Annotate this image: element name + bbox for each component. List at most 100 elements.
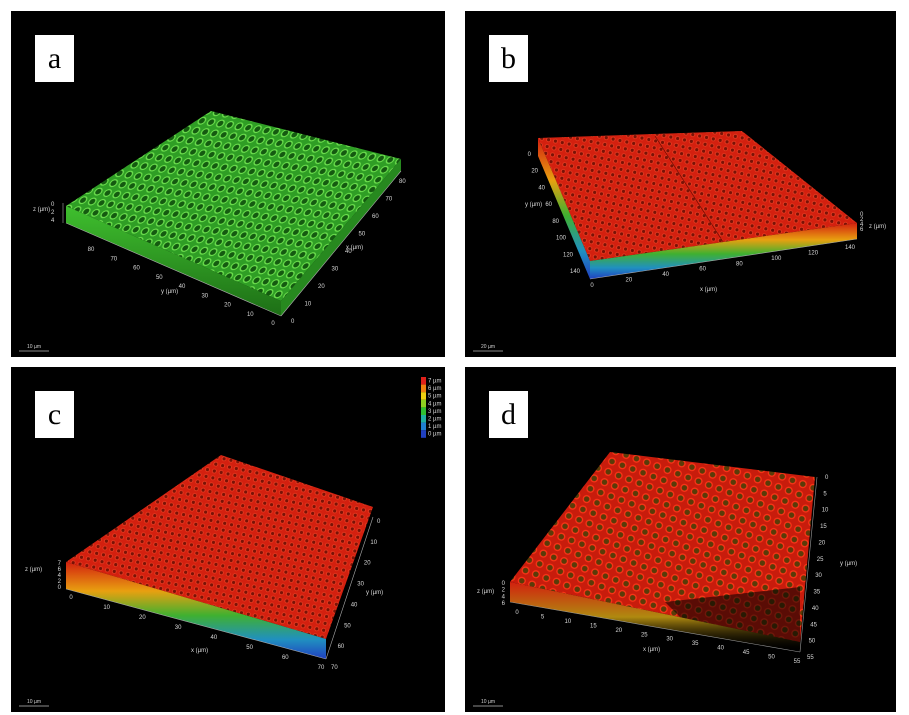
surface-side-left bbox=[66, 206, 281, 316]
x-axis-tick: 60 bbox=[372, 214, 379, 220]
x-axis-tick: 20 bbox=[318, 284, 325, 290]
y-axis-tick: 20 bbox=[364, 561, 371, 567]
y-axis-tick: 80 bbox=[88, 247, 95, 253]
x-axis-tick: 20 bbox=[139, 615, 146, 621]
x-axis-tick: 30 bbox=[332, 267, 339, 273]
z-axis-label: z (µm) bbox=[33, 207, 50, 213]
y-axis-tick: 30 bbox=[201, 293, 208, 299]
x-axis-tick: 70 bbox=[386, 197, 393, 203]
y-axis-tick: 60 bbox=[338, 644, 345, 650]
z-axis-tick: 0 bbox=[58, 585, 62, 591]
y-axis-tick: 40 bbox=[538, 185, 545, 191]
x-axis-label: x (µm) bbox=[191, 648, 208, 654]
z-axis-tick: 6 bbox=[860, 227, 864, 233]
y-axis-tick: 60 bbox=[545, 202, 552, 208]
x-axis-tick: 40 bbox=[717, 646, 724, 652]
y-axis-tick: 30 bbox=[815, 573, 822, 579]
legend-swatch bbox=[421, 415, 426, 423]
z-axis-tick: 4 bbox=[51, 218, 55, 224]
x-axis-tick: 40 bbox=[211, 635, 218, 641]
x-axis-tick: 30 bbox=[666, 637, 673, 643]
panel-b: 0 20 40 60 80 100 120 140 0 20 40 60 80 100 120 140 y … bbox=[465, 11, 896, 357]
z-axis-tick: 2 bbox=[502, 588, 506, 594]
y-axis-tick: 80 bbox=[552, 219, 559, 225]
legend-swatch bbox=[421, 399, 426, 408]
y-axis-tick: 40 bbox=[812, 606, 819, 612]
x-axis-tick: 50 bbox=[359, 232, 366, 238]
x-axis-tick: 5 bbox=[541, 615, 545, 621]
legend-swatch bbox=[421, 422, 426, 431]
y-axis-tick: 70 bbox=[110, 256, 117, 262]
x-axis-tick: 50 bbox=[246, 645, 253, 651]
y-axis-tick: 0 bbox=[528, 152, 532, 158]
y-axis-tick: 140 bbox=[570, 269, 581, 275]
x-axis-tick: 80 bbox=[736, 261, 743, 267]
y-axis-tick: 0 bbox=[825, 475, 829, 481]
surface-side-left bbox=[66, 562, 326, 659]
y-axis-tick: 60 bbox=[133, 266, 140, 272]
z-axis-tick: 0 bbox=[860, 212, 864, 218]
x-axis-tick: 15 bbox=[590, 623, 597, 629]
x-axis-tick: 120 bbox=[808, 250, 819, 256]
surface-side-left bbox=[538, 138, 590, 279]
x-axis-label: x (µm) bbox=[700, 287, 717, 293]
x-axis-label: x (µm) bbox=[346, 245, 363, 251]
y-axis-tick: 55 bbox=[807, 655, 814, 661]
legend-swatch bbox=[421, 430, 426, 438]
color-scale-legend: 7 µm6 µm 5 µm4 µm 3 µm 2 µm1 µm 0 µm bbox=[421, 377, 441, 438]
x-axis-tick: 20 bbox=[626, 278, 633, 284]
y-axis-tick: 5 bbox=[823, 491, 827, 497]
y-axis-tick: 30 bbox=[357, 582, 364, 588]
panel-a-surface-plot: 0 2 4 z (µm) 80 70 60 50 40 30 20 10 0 0 10 20 30 40… bbox=[19, 111, 406, 352]
legend-label: 3 µm bbox=[428, 409, 441, 415]
legend-label: 4 µm bbox=[428, 401, 441, 407]
x-axis-tick: 80 bbox=[399, 179, 406, 185]
y-axis-tick: 35 bbox=[814, 590, 821, 596]
x-axis-tick: 0 bbox=[69, 595, 73, 601]
x-axis-tick: 45 bbox=[743, 650, 750, 656]
x-axis-tick: 20 bbox=[615, 628, 622, 634]
y-axis-tick: 120 bbox=[563, 252, 574, 258]
x-axis-tick: 10 bbox=[305, 302, 312, 308]
surface-top bbox=[538, 131, 857, 261]
y-axis-tick: 20 bbox=[531, 169, 538, 175]
scalebar-label: 20 µm bbox=[481, 344, 495, 350]
legend-swatch bbox=[421, 384, 426, 393]
y-axis-tick: 20 bbox=[224, 303, 231, 309]
surface-side-left bbox=[510, 582, 800, 652]
x-axis-tick: 0 bbox=[515, 610, 519, 616]
x-axis-tick: 40 bbox=[345, 249, 352, 255]
y-axis-label: y (µm) bbox=[366, 590, 383, 596]
x-axis-tick: 50 bbox=[768, 655, 775, 661]
x-axis-tick: 60 bbox=[699, 267, 706, 273]
y-axis-tick: 40 bbox=[351, 602, 358, 608]
y-axis-tick: 50 bbox=[156, 275, 163, 281]
y-axis-tick: 10 bbox=[370, 540, 377, 546]
x-axis-tick: 10 bbox=[565, 619, 572, 625]
y-axis-label: y (µm) bbox=[840, 561, 857, 567]
x-axis-tick: 55 bbox=[794, 659, 801, 665]
panel-label: a bbox=[35, 35, 74, 82]
y-axis-tick: 10 bbox=[247, 312, 254, 318]
z-axis-tick: 2 bbox=[58, 579, 62, 585]
legend-label: 1 µm bbox=[428, 424, 441, 430]
z-axis-tick: 2 bbox=[860, 217, 864, 223]
legend-label: 0 µm bbox=[428, 432, 441, 438]
panel-label: b bbox=[489, 35, 528, 82]
y-axis-tick: 50 bbox=[809, 639, 816, 645]
z-axis-tick: 4 bbox=[860, 222, 864, 228]
z-axis-tick: 6 bbox=[502, 601, 506, 607]
z-axis-tick: 6 bbox=[58, 567, 62, 573]
z-axis-tick: 0 bbox=[51, 202, 55, 208]
surface-top bbox=[66, 111, 401, 301]
surface-side-front bbox=[590, 223, 857, 279]
x-axis-tick: 40 bbox=[662, 272, 669, 278]
x-axis-tick: 25 bbox=[641, 632, 648, 638]
scalebar-label: 10 µm bbox=[481, 699, 495, 705]
z-axis-tick: 4 bbox=[58, 573, 62, 579]
